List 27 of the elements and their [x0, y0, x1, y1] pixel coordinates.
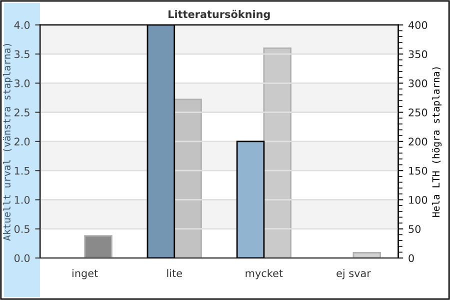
chart-title: Litteratursökning: [168, 10, 270, 20]
y2-tick-label: 400: [408, 21, 428, 30]
y2-tick-label: 350: [408, 50, 428, 58]
bar: [84, 235, 112, 258]
y-tick-label: 0.0: [14, 254, 30, 262]
y2-tick-label: 200: [408, 138, 428, 146]
y2-tick-label: 0: [408, 254, 414, 262]
y-tick-label: 3.0: [14, 79, 30, 88]
y-tick-label: 1.5: [14, 166, 30, 175]
y2-tick-label: 50: [408, 225, 421, 233]
y2-tick-label: 250: [408, 108, 428, 116]
y-tick-label: 0.5: [14, 225, 30, 233]
y2-tick-label: 300: [408, 79, 428, 88]
x-tick-label: mycket: [246, 269, 283, 280]
bar: [352, 252, 382, 258]
y-axis-title: Aktuellt urval (vänstra staplarna): [2, 44, 12, 241]
y2-tick-label: 150: [409, 166, 428, 175]
x-tick-label: inget: [72, 269, 98, 280]
y-tick-label: 4.0: [14, 21, 30, 30]
x-tick-label: lite: [167, 269, 182, 278]
y-tick-label: 2.0: [14, 138, 30, 146]
y-tick-label: 2.5: [14, 108, 30, 116]
y-tick-label: 3.5: [14, 50, 30, 58]
y-tick-label: 1.0: [14, 196, 30, 204]
y2-axis-title: Hela LTH (högra staplarna): [432, 67, 442, 217]
x-tick-label: ej svar: [336, 269, 371, 280]
y2-tick-label: 100: [409, 196, 428, 204]
